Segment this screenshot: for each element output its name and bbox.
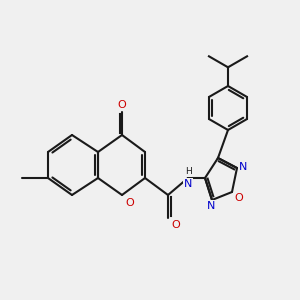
Text: O: O xyxy=(234,193,243,203)
Text: N: N xyxy=(207,201,215,211)
Text: O: O xyxy=(125,198,134,208)
Text: O: O xyxy=(118,100,126,110)
Text: N: N xyxy=(184,179,192,189)
Text: O: O xyxy=(171,220,180,230)
Text: H: H xyxy=(184,167,191,176)
Text: N: N xyxy=(239,162,248,172)
